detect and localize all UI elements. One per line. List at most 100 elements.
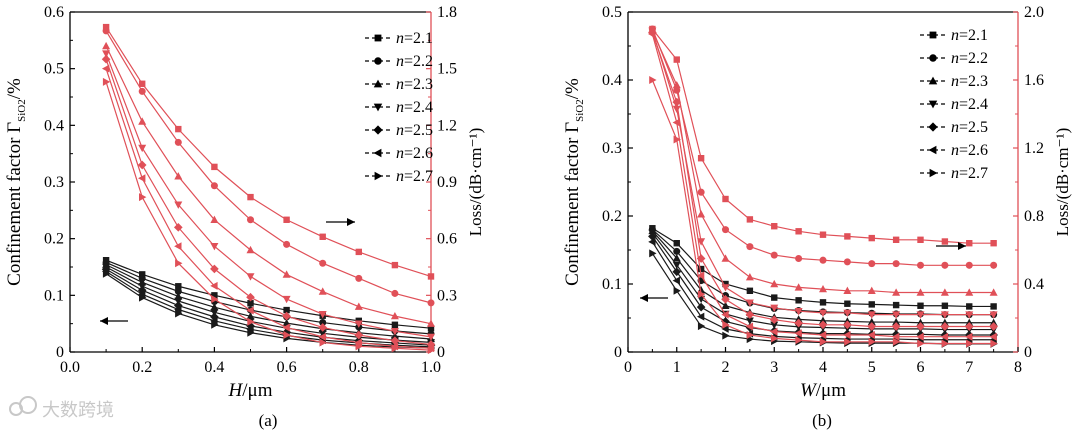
loss-point	[282, 323, 290, 332]
y-axis-right-label: Loss/(dB·cm⁻¹)	[1053, 128, 1072, 237]
loss-point	[246, 216, 255, 224]
x-tick-label: 0.8	[349, 359, 369, 376]
y-right-tick-label: 0.8	[1024, 208, 1044, 225]
loss-point	[891, 332, 900, 341]
confinement-point	[391, 321, 399, 328]
loss-point	[247, 317, 255, 326]
loss-point	[101, 64, 110, 73]
legend-item: n=2.3	[365, 76, 433, 93]
loss-point	[770, 251, 778, 259]
legend: n=2.1 n=2.2 n=2.3 n=2.4 n=2.5 n=2.6 n=2.7	[365, 30, 433, 185]
arrow-head	[640, 294, 648, 302]
loss-point	[697, 188, 705, 196]
loss-point	[892, 260, 900, 268]
loss-point	[844, 337, 852, 346]
y-left-tick-label: 0.4	[44, 117, 64, 134]
arrow-head	[958, 242, 966, 250]
loss-point	[354, 338, 362, 347]
loss-point	[697, 290, 706, 299]
y-right-tick-label: 0.4	[1024, 276, 1044, 293]
y-axis-left-label: Confinement factor ΓSiO2/%	[562, 78, 586, 286]
confinement-point	[868, 301, 875, 308]
loss-point	[965, 261, 973, 269]
loss-point	[891, 322, 901, 331]
confinement-point	[966, 303, 973, 310]
confinement-point	[427, 325, 435, 332]
legend-label: n=2.4	[951, 96, 988, 113]
y-right-tick-label: 1.2	[437, 117, 457, 134]
loss-point	[138, 144, 147, 153]
loss-point	[868, 260, 876, 268]
loss-point	[210, 243, 219, 251]
loss-point	[283, 240, 291, 248]
y-left-tick-label: 0.3	[602, 140, 622, 157]
loss-point	[746, 331, 755, 339]
confinement-point	[102, 269, 111, 278]
loss-point	[246, 273, 255, 281]
loss-point	[745, 322, 754, 331]
chart-panel-b: 0 1 2 3 4 5 6 7 800.10.20.30.40.500.40.81.21.62.…	[562, 4, 1072, 401]
x-tick-label: 0.0	[60, 359, 80, 376]
loss-point	[391, 289, 399, 297]
loss-point	[843, 331, 851, 339]
loss-point	[282, 311, 291, 321]
loss-point	[138, 174, 146, 183]
legend-label: n=2.2	[951, 50, 988, 67]
loss-point	[102, 23, 110, 31]
loss-point	[139, 80, 146, 87]
y-left-tick-label: 0.6	[44, 4, 64, 21]
legend-label: n=2.7	[396, 168, 433, 185]
x-tick-label: 2	[722, 359, 730, 376]
loss-point	[673, 135, 681, 144]
loss-point	[355, 342, 363, 351]
y-left-tick-label: 0.1	[44, 287, 64, 304]
loss-point	[769, 315, 779, 325]
loss-point	[844, 233, 851, 240]
loss-point	[174, 138, 182, 146]
loss-point	[989, 288, 998, 296]
loss-series-22	[102, 27, 435, 307]
loss-series-23	[102, 41, 435, 327]
loss-point	[696, 254, 706, 263]
confinement-point	[770, 321, 779, 329]
loss-point	[868, 234, 875, 242]
legend-item: n=2.4	[920, 96, 988, 113]
confinement-point	[673, 247, 681, 255]
panel-a-caption: (a)	[259, 411, 278, 430]
legend-marker	[928, 76, 938, 85]
legend-marker	[373, 79, 383, 88]
confinement-point	[892, 301, 900, 309]
loss-point	[246, 292, 255, 302]
loss-point	[721, 254, 730, 262]
loss-point	[648, 30, 656, 39]
legend-marker	[373, 125, 383, 135]
loss-point	[745, 310, 755, 319]
loss-point	[173, 223, 183, 232]
legend-marker	[374, 34, 382, 42]
confinement-point	[672, 261, 681, 270]
loss-axis-arrow-icon	[326, 218, 355, 226]
legend-item: n=2.2	[920, 50, 988, 67]
loss-point	[721, 284, 730, 292]
loss-point	[319, 233, 326, 240]
loss-point	[745, 299, 754, 307]
loss-point	[722, 195, 729, 203]
loss-point	[965, 332, 973, 341]
confinement-point	[139, 271, 146, 278]
y-left-tick-label: 0.5	[602, 4, 622, 21]
loss-point	[391, 261, 399, 269]
y-right-tick-label: 1.5	[437, 61, 457, 78]
loss-point	[916, 322, 925, 331]
confinement-series-24	[102, 263, 435, 347]
y-left-tick-label: 0.3	[44, 174, 64, 191]
y-right-tick-label: 1.8	[437, 4, 457, 21]
loss-series-23	[648, 26, 998, 296]
loss-point	[867, 286, 876, 294]
loss-series-27	[102, 77, 436, 355]
loss-point	[390, 311, 399, 320]
loss-point	[282, 270, 291, 278]
loss-point	[819, 309, 827, 318]
loss-point	[354, 302, 363, 310]
loss-point	[137, 160, 147, 170]
loss-point	[697, 210, 706, 218]
